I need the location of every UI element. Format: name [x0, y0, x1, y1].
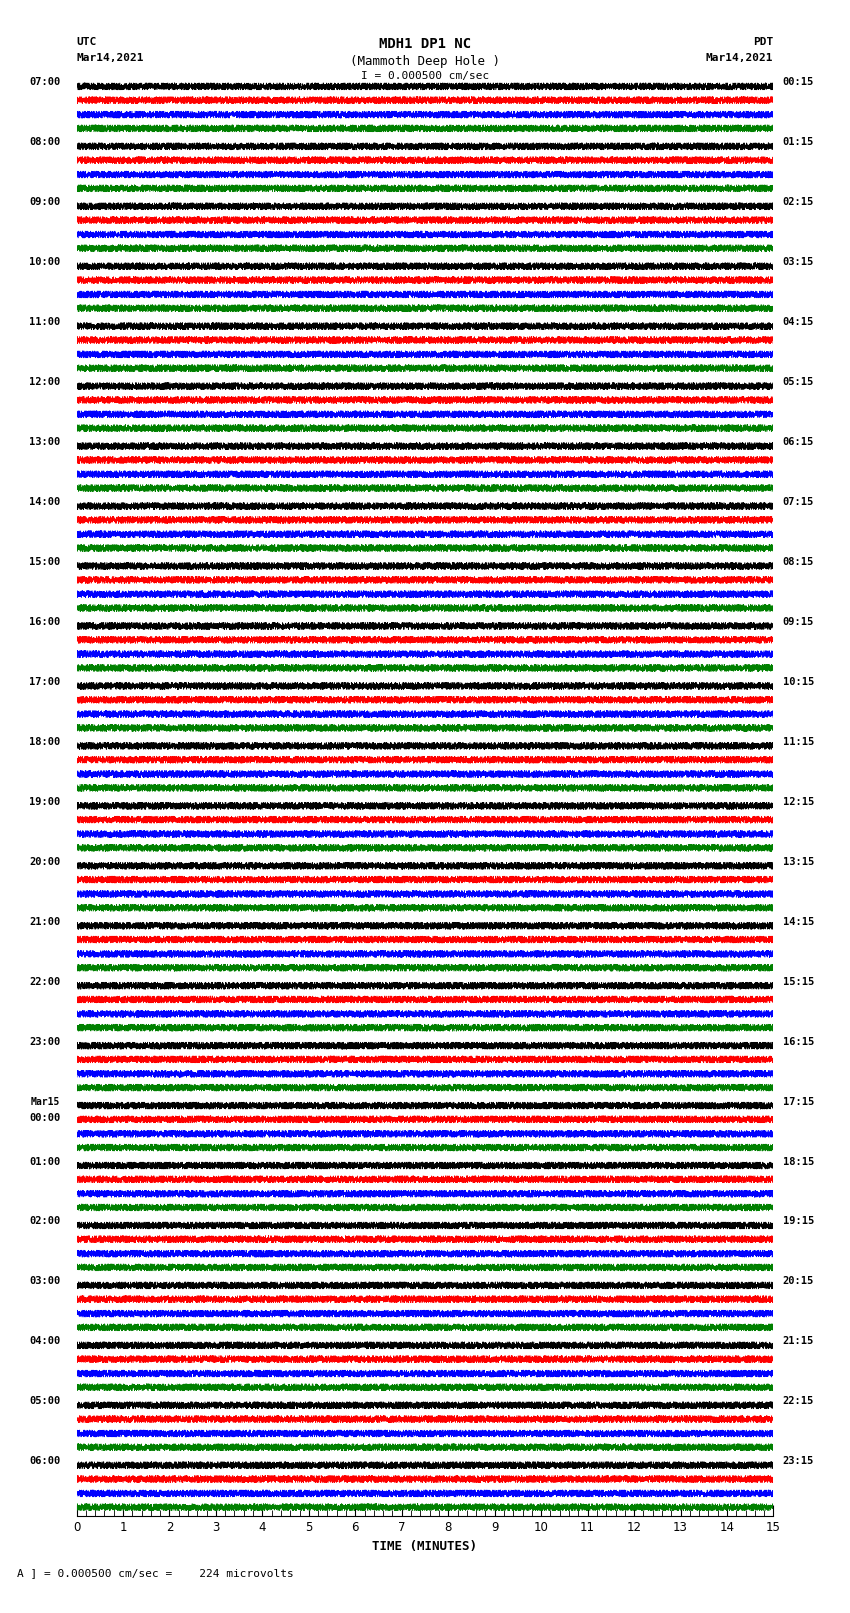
- Text: 05:15: 05:15: [783, 377, 814, 387]
- Text: 09:15: 09:15: [783, 618, 814, 627]
- Text: 17:15: 17:15: [783, 1097, 814, 1107]
- Text: A ] = 0.000500 cm/sec =    224 microvolts: A ] = 0.000500 cm/sec = 224 microvolts: [17, 1568, 294, 1578]
- Text: 07:15: 07:15: [783, 497, 814, 506]
- Text: PDT: PDT: [753, 37, 774, 47]
- Text: 13:00: 13:00: [29, 437, 60, 447]
- Text: 12:00: 12:00: [29, 377, 60, 387]
- Text: 12:15: 12:15: [783, 797, 814, 806]
- Text: 10:15: 10:15: [783, 677, 814, 687]
- Text: 00:15: 00:15: [783, 77, 814, 87]
- Text: MDH1 DP1 NC: MDH1 DP1 NC: [379, 37, 471, 52]
- Text: 11:15: 11:15: [783, 737, 814, 747]
- Text: 22:15: 22:15: [783, 1397, 814, 1407]
- Text: 04:15: 04:15: [783, 318, 814, 327]
- Text: I = 0.000500 cm/sec: I = 0.000500 cm/sec: [361, 71, 489, 81]
- Text: 19:15: 19:15: [783, 1216, 814, 1226]
- Text: 02:15: 02:15: [783, 197, 814, 208]
- Text: 02:00: 02:00: [29, 1216, 60, 1226]
- Text: 08:00: 08:00: [29, 137, 60, 147]
- Text: 07:00: 07:00: [29, 77, 60, 87]
- Text: (Mammoth Deep Hole ): (Mammoth Deep Hole ): [350, 55, 500, 68]
- Text: 06:15: 06:15: [783, 437, 814, 447]
- Text: Mar14,2021: Mar14,2021: [706, 53, 774, 63]
- Text: 18:15: 18:15: [783, 1157, 814, 1166]
- Text: 23:00: 23:00: [29, 1037, 60, 1047]
- Text: 00:00: 00:00: [29, 1113, 60, 1123]
- Text: 05:00: 05:00: [29, 1397, 60, 1407]
- Text: 01:00: 01:00: [29, 1157, 60, 1166]
- Text: 17:00: 17:00: [29, 677, 60, 687]
- Text: 06:00: 06:00: [29, 1457, 60, 1466]
- X-axis label: TIME (MINUTES): TIME (MINUTES): [372, 1540, 478, 1553]
- Text: 10:00: 10:00: [29, 258, 60, 268]
- Text: 13:15: 13:15: [783, 857, 814, 866]
- Text: 03:00: 03:00: [29, 1276, 60, 1287]
- Text: 04:00: 04:00: [29, 1336, 60, 1347]
- Text: 14:15: 14:15: [783, 916, 814, 927]
- Text: 01:15: 01:15: [783, 137, 814, 147]
- Text: 11:00: 11:00: [29, 318, 60, 327]
- Text: 03:15: 03:15: [783, 258, 814, 268]
- Text: UTC: UTC: [76, 37, 97, 47]
- Text: 23:15: 23:15: [783, 1457, 814, 1466]
- Text: 15:00: 15:00: [29, 556, 60, 568]
- Text: 08:15: 08:15: [783, 556, 814, 568]
- Text: Mar15: Mar15: [31, 1097, 60, 1107]
- Text: 20:15: 20:15: [783, 1276, 814, 1287]
- Text: 20:00: 20:00: [29, 857, 60, 866]
- Text: 09:00: 09:00: [29, 197, 60, 208]
- Text: 16:00: 16:00: [29, 618, 60, 627]
- Text: 18:00: 18:00: [29, 737, 60, 747]
- Text: 22:00: 22:00: [29, 977, 60, 987]
- Text: 15:15: 15:15: [783, 977, 814, 987]
- Text: 21:00: 21:00: [29, 916, 60, 927]
- Text: 21:15: 21:15: [783, 1336, 814, 1347]
- Text: 19:00: 19:00: [29, 797, 60, 806]
- Text: Mar14,2021: Mar14,2021: [76, 53, 144, 63]
- Text: 16:15: 16:15: [783, 1037, 814, 1047]
- Text: 14:00: 14:00: [29, 497, 60, 506]
